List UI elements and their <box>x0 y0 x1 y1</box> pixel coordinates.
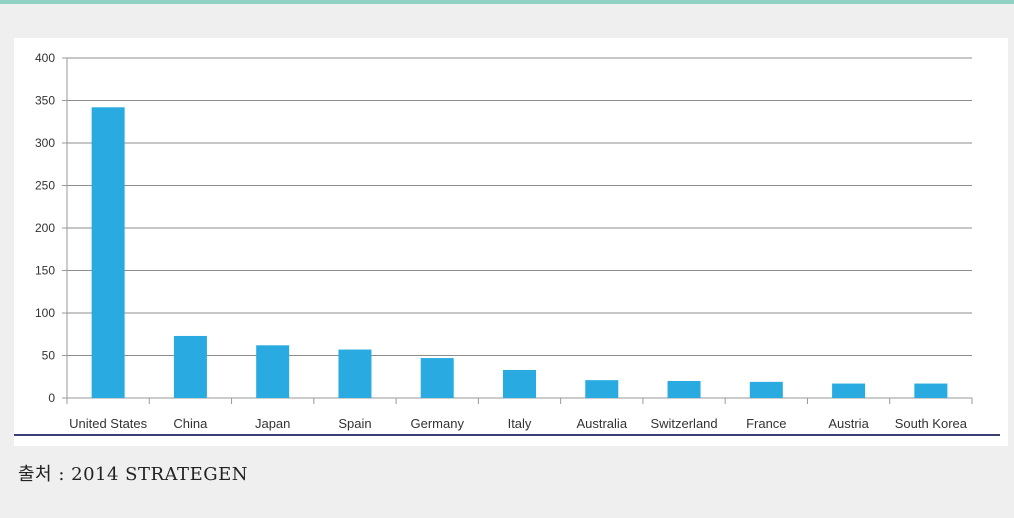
bar-france <box>749 381 783 398</box>
y-tick-label: 150 <box>35 264 55 278</box>
x-tick-label: Japan <box>255 416 290 431</box>
x-tick-label: France <box>746 416 786 431</box>
x-tick-label: Germany <box>410 416 464 431</box>
x-tick-label: China <box>173 416 208 431</box>
bar-south-korea <box>914 383 948 398</box>
x-tick-label: South Korea <box>895 416 968 431</box>
bar-spain <box>338 349 372 398</box>
bar-switzerland <box>667 381 701 398</box>
bar-china <box>173 335 207 398</box>
gridlines <box>67 57 972 399</box>
x-tick-label: Spain <box>338 416 371 431</box>
bar-australia <box>585 380 619 398</box>
bars <box>91 107 948 399</box>
y-tick-label: 400 <box>35 51 55 65</box>
x-tick-label: Italy <box>508 416 532 431</box>
bar-chart: 0 50 100 150 200 250 300 350 400 United States Ch… <box>14 51 1000 436</box>
y-tick-label: 300 <box>35 136 55 150</box>
bar-austria <box>832 383 866 398</box>
y-tick-label: 100 <box>35 306 55 320</box>
x-axis-ticks: United States China Japan Spain Germany Italy… <box>69 398 973 431</box>
bar-italy <box>503 369 536 398</box>
y-axis-ticks: 0 50 100 150 200 250 300 350 400 <box>35 51 67 405</box>
bar-united-states <box>91 107 125 399</box>
y-tick-label: 0 <box>48 391 55 405</box>
x-tick-label: United States <box>69 416 148 431</box>
y-tick-label: 250 <box>35 179 55 193</box>
chart-panel: 0 50 100 150 200 250 300 350 400 United States Ch… <box>14 38 1008 446</box>
source-caption: 출처 : 2014 STRATEGEN <box>18 464 248 485</box>
bar-germany <box>420 358 454 398</box>
y-tick-label: 200 <box>35 221 55 235</box>
y-tick-label: 50 <box>42 349 56 363</box>
top-accent-rule <box>0 0 1014 4</box>
y-tick-label: 350 <box>35 94 55 108</box>
x-tick-label: Austria <box>828 416 869 431</box>
x-tick-label: Switzerland <box>650 416 717 431</box>
x-tick-label: Australia <box>576 416 627 431</box>
bar-japan <box>256 345 290 398</box>
